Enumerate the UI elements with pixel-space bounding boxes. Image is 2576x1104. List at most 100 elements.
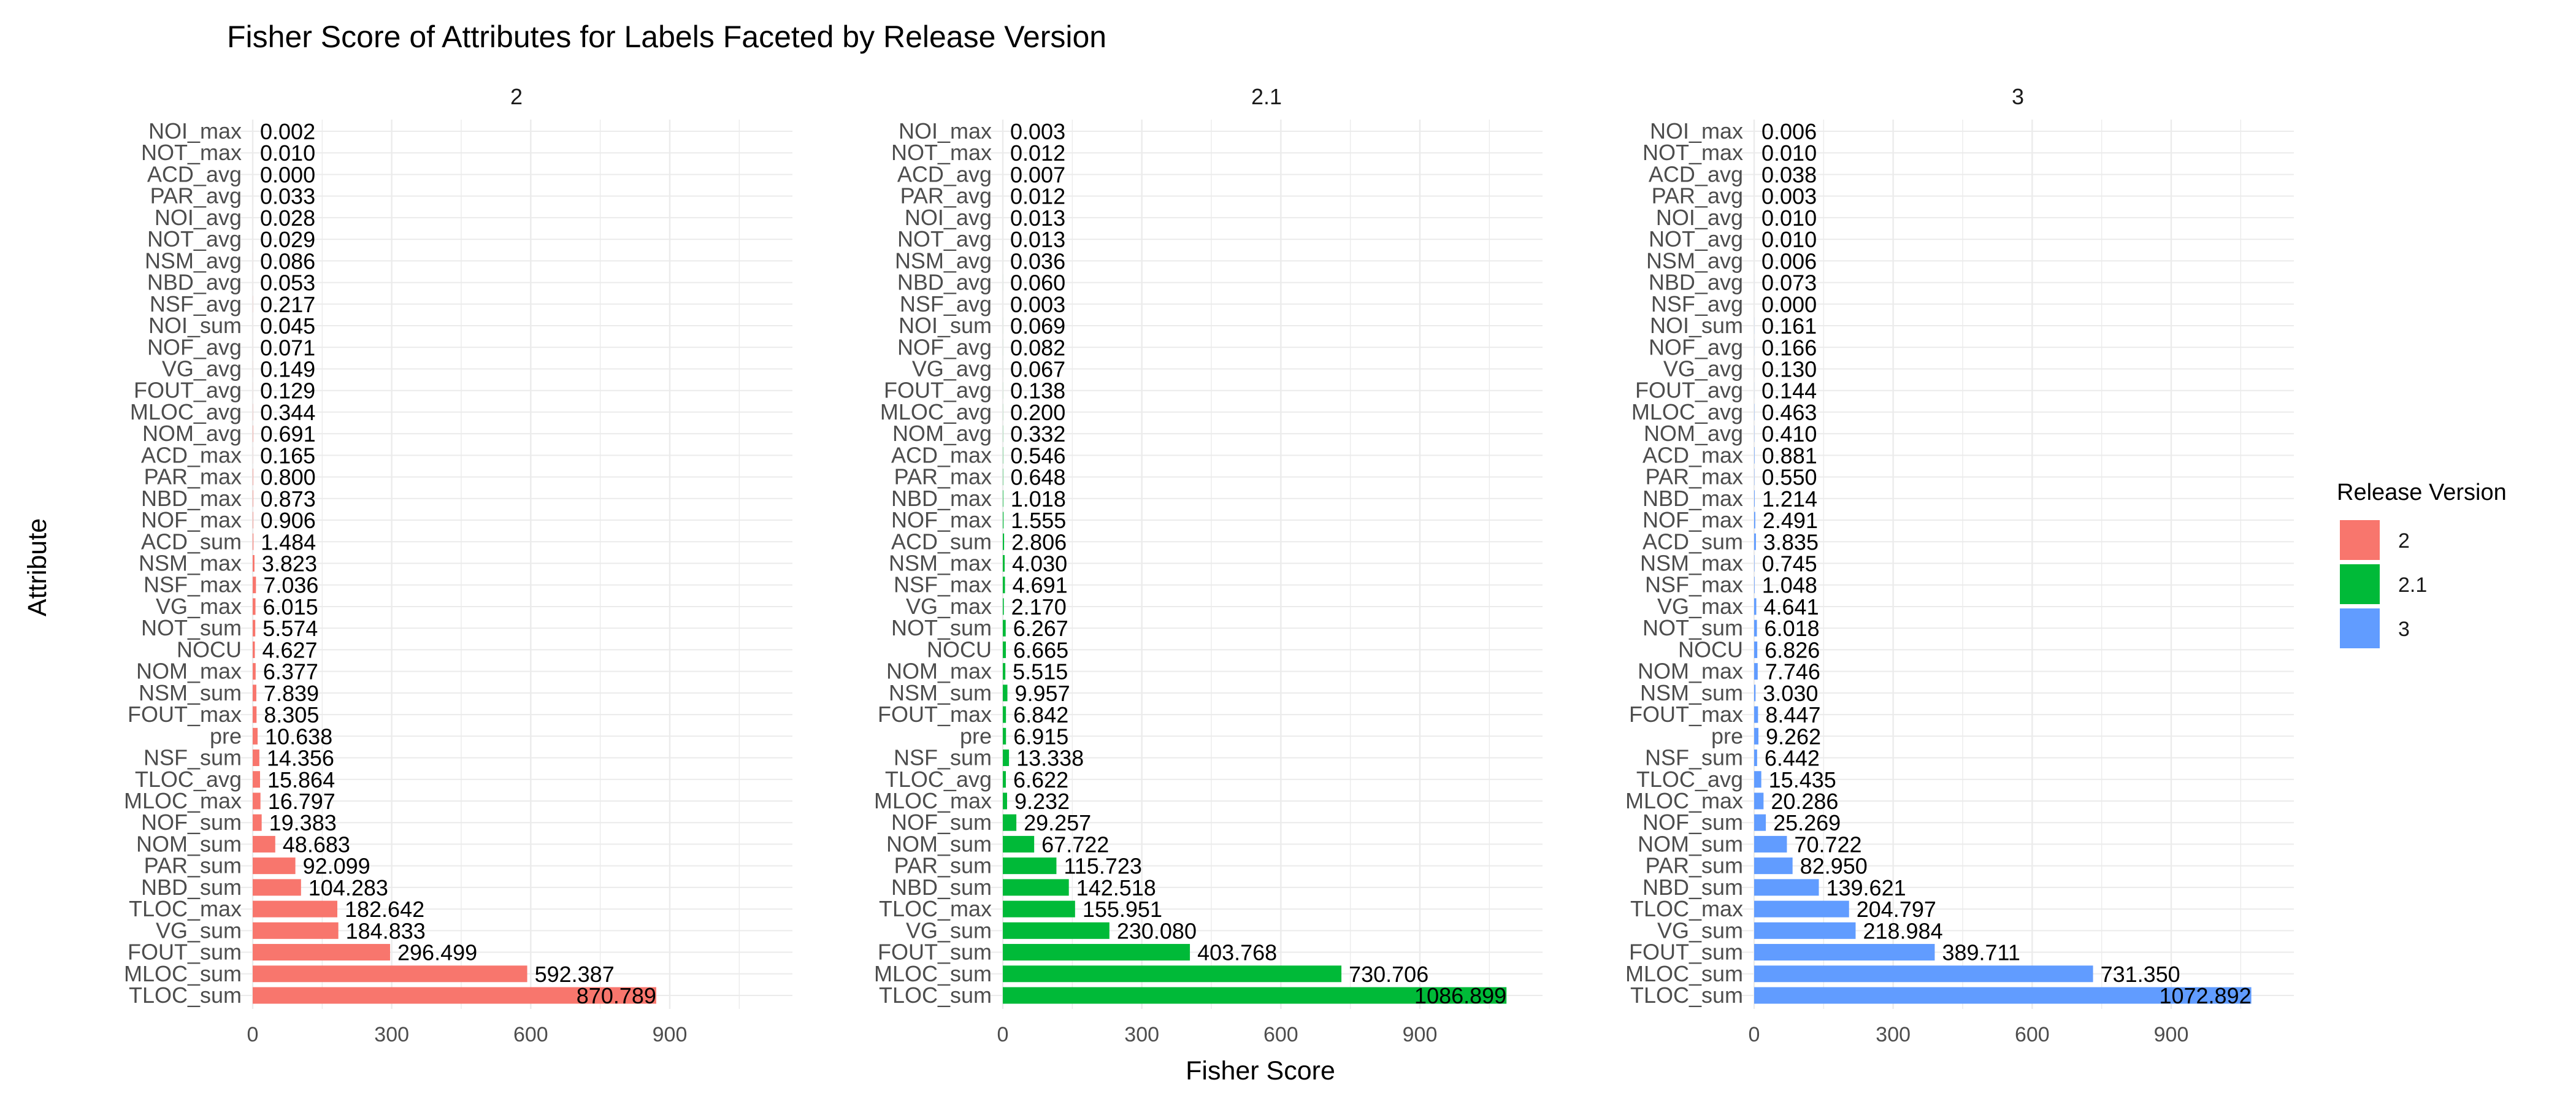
bar-value-label: 0.149 xyxy=(260,356,315,381)
y-tick-label: ACD_avg xyxy=(147,161,242,186)
y-tick-label: NOT_sum xyxy=(891,615,992,640)
bar xyxy=(253,792,261,810)
bar-value-label: 6.442 xyxy=(1765,746,1820,771)
y-tick-label: TLOC_avg xyxy=(135,767,242,792)
bar xyxy=(253,727,258,745)
y-tick-label: PAR_sum xyxy=(894,853,992,878)
bar-value-label: 0.000 xyxy=(260,162,315,187)
bar-value-label: 1.484 xyxy=(261,529,316,554)
bar-value-label: 0.010 xyxy=(1761,140,1817,166)
y-tick-label: NOT_max xyxy=(141,140,242,165)
bar xyxy=(1003,706,1006,723)
bar xyxy=(253,555,255,572)
bar xyxy=(253,900,337,918)
bar xyxy=(1003,771,1006,788)
y-tick-label: MLOC_sum xyxy=(874,961,992,986)
bar-value-label: 1.018 xyxy=(1011,486,1066,512)
bar-value-label: 6.018 xyxy=(1765,616,1820,641)
x-tick-label: 900 xyxy=(653,1023,688,1046)
y-tick-label: NBD_max xyxy=(141,486,242,511)
y-tick-label: NOT_sum xyxy=(141,615,242,640)
bar-value-label: 0.217 xyxy=(260,292,315,317)
bar-value-label: 8.305 xyxy=(264,702,319,727)
bar xyxy=(1003,749,1010,767)
bar-value-label: 0.010 xyxy=(260,140,315,166)
y-tick-label: FOUT_max xyxy=(128,702,242,727)
y-tick-label: NOT_avg xyxy=(1649,226,1743,251)
y-tick-label: TLOC_avg xyxy=(1636,767,1743,792)
legend-label: 2 xyxy=(2398,529,2410,553)
bar xyxy=(1003,533,1005,550)
legend-key xyxy=(2340,608,2380,648)
bar-value-label: 0.648 xyxy=(1010,465,1065,490)
y-tick-label: MLOC_avg xyxy=(880,399,992,424)
x-tick-label: 0 xyxy=(997,1023,1009,1046)
y-tick-label: ACD_avg xyxy=(1649,161,1743,186)
bar-value-label: 0.873 xyxy=(261,486,316,512)
bar-value-label: 155.951 xyxy=(1083,897,1162,922)
bar-value-label: 0.332 xyxy=(1010,421,1065,447)
y-tick-label: TLOC_sum xyxy=(129,983,242,1008)
bar-value-label: 16.797 xyxy=(268,789,335,814)
y-tick-label: TLOC_max xyxy=(1630,896,1743,921)
y-tick-label: NOI_max xyxy=(1650,118,1743,144)
y-tick-label: NSM_max xyxy=(1640,551,1743,576)
legend-label: 3 xyxy=(2398,618,2410,641)
bar-value-label: 230.080 xyxy=(1117,918,1197,943)
y-tick-label: NSF_sum xyxy=(144,745,242,770)
y-tick-label: NOF_avg xyxy=(1649,334,1743,359)
y-tick-label: NBD_avg xyxy=(1649,270,1743,295)
y-tick-label: VG_max xyxy=(156,594,242,619)
bar-value-label: 0.010 xyxy=(1761,227,1817,252)
y-tick-label: FOUT_sum xyxy=(878,940,992,965)
bar-value-label: 0.071 xyxy=(260,335,315,360)
y-tick-label: MLOC_sum xyxy=(1625,961,1743,986)
y-tick-label: VG_sum xyxy=(1657,918,1743,943)
y-tick-label: PAR_max xyxy=(1646,464,1743,489)
bar xyxy=(253,987,656,1004)
bar-value-label: 25.269 xyxy=(1773,810,1841,835)
y-tick-label: VG_avg xyxy=(162,356,242,381)
bar xyxy=(1003,857,1057,875)
y-tick-label: MLOC_sum xyxy=(124,961,242,986)
bar-value-label: 92.099 xyxy=(303,854,370,879)
bar xyxy=(1003,641,1006,658)
legend: Release Version 2 2.1 3 xyxy=(2337,480,2507,648)
bar xyxy=(253,749,259,767)
bar-value-label: 0.013 xyxy=(1010,227,1065,252)
bar-value-label: 0.010 xyxy=(1761,205,1817,231)
bar-value-label: 403.768 xyxy=(1197,940,1277,965)
y-tick-label: NSM_avg xyxy=(145,248,242,273)
bar-value-label: 0.036 xyxy=(1010,248,1065,274)
y-tick-label: pre xyxy=(1711,723,1743,748)
y-tick-label: PAR_sum xyxy=(144,853,242,878)
bar-value-label: 10.638 xyxy=(265,724,332,749)
bar xyxy=(1003,814,1017,831)
y-tick-label: NOM_avg xyxy=(892,421,992,446)
bar xyxy=(1754,533,1756,550)
bar xyxy=(1754,555,1755,572)
bar xyxy=(1754,987,2252,1004)
bar xyxy=(1003,619,1006,637)
bar xyxy=(1003,577,1005,594)
bar-value-label: 7.746 xyxy=(1765,659,1820,684)
x-tick-label: 600 xyxy=(513,1023,548,1046)
bar-value-label: 204.797 xyxy=(1857,897,1936,922)
bar xyxy=(253,663,256,680)
bar-value-label: 0.012 xyxy=(1010,140,1065,166)
bar xyxy=(1003,965,1342,983)
y-tick-label: NSM_sum xyxy=(1640,680,1743,705)
bar xyxy=(1003,792,1007,810)
bar-value-label: 0.000 xyxy=(1761,292,1817,317)
y-tick-label: NOT_sum xyxy=(1643,615,1743,640)
bar-value-label: 67.722 xyxy=(1041,832,1109,857)
bar-value-label: 0.045 xyxy=(260,313,315,339)
legend-key xyxy=(2340,520,2380,560)
bar-value-label: 7.839 xyxy=(264,681,319,706)
y-tick-label: NOI_sum xyxy=(899,313,992,338)
y-tick-label: NOI_avg xyxy=(905,205,992,230)
x-tick-label: 900 xyxy=(1403,1023,1438,1046)
bar xyxy=(253,835,275,853)
bar-value-label: 0.800 xyxy=(261,465,316,490)
y-tick-label: NSM_max xyxy=(139,551,242,576)
